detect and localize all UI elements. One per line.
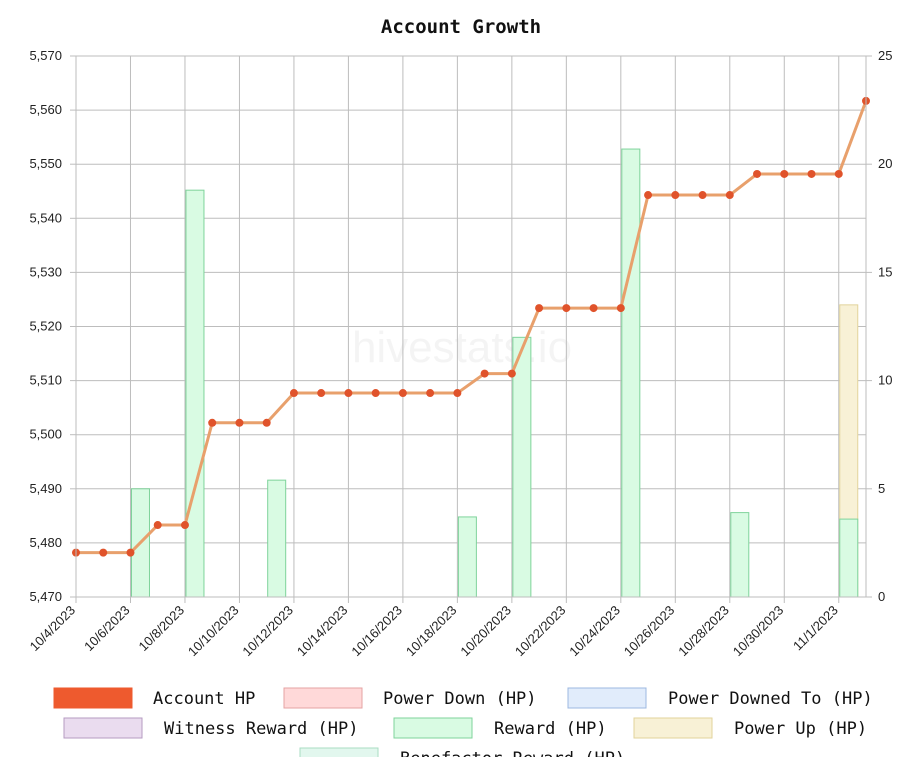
legend[interactable]: Account HP Power Down (HP) Power Downed To…: [53, 687, 873, 762]
bar-series-layer: [130, 148, 859, 598]
account-hp-point: [126, 548, 135, 557]
right-axis-tick-label: 5: [878, 481, 885, 496]
bar-reward-hp: [730, 512, 750, 598]
account-hp-point: [317, 389, 326, 398]
legend-label: Power Down (HP): [383, 689, 537, 709]
left-axis-tick-label: 5,480: [29, 535, 62, 550]
account-hp-point: [180, 521, 189, 530]
account-hp-point: [807, 169, 816, 178]
account-hp-point: [262, 418, 271, 427]
account-hp-point: [589, 304, 598, 313]
x-axis-tick-label: 10/16/2023: [348, 603, 405, 660]
bar-reward-hp: [185, 189, 205, 598]
account-hp-point: [725, 191, 734, 200]
x-axis-tick-label: 10/26/2023: [621, 603, 678, 660]
account-hp-point: [289, 389, 298, 398]
legend-label: Account HP: [153, 689, 255, 709]
legend-label: Power Up (HP): [734, 719, 867, 739]
bar-reward-hp: [267, 479, 287, 598]
x-axis-tick-label: 10/14/2023: [294, 603, 351, 660]
right-axis-tick-label: 10: [878, 373, 892, 388]
bar-reward-hp: [457, 516, 477, 598]
x-axis-tick-label: 10/6/2023: [81, 603, 133, 655]
legend-label: Power Downed To (HP): [668, 689, 873, 709]
account-hp-point: [644, 191, 653, 200]
left-axis-tick-label: 5,490: [29, 481, 62, 496]
account-hp-point: [507, 369, 516, 378]
account-hp-point: [153, 521, 162, 530]
account-hp-point: [698, 191, 707, 200]
account-hp-point: [480, 369, 489, 378]
left-axis-tick-label: 5,570: [29, 48, 62, 63]
bar-reward-hp: [839, 518, 859, 598]
account-hp-point: [398, 389, 407, 398]
x-axis-tick-label: 10/18/2023: [403, 603, 460, 660]
account-hp-point: [453, 389, 462, 398]
legend-swatch: [283, 687, 363, 709]
x-axis-tick-label: 11/1/2023: [790, 603, 841, 654]
x-axis-tick-label: 10/22/2023: [512, 603, 569, 660]
watermark-text: hivestats.io: [352, 323, 572, 372]
account-hp-point: [235, 418, 244, 427]
account-hp-point: [99, 548, 108, 557]
x-axis-tick-label: 10/4/2023: [27, 603, 79, 655]
account-hp-point: [344, 389, 353, 398]
line-series-layer: [72, 96, 870, 557]
left-axis-tick-label: 5,500: [29, 427, 62, 442]
x-axis-tick-label: 10/12/2023: [239, 603, 296, 660]
x-axis-tick-label: 10/20/2023: [457, 603, 514, 660]
legend-swatch: [299, 747, 379, 762]
x-axis-tick-label: 10/28/2023: [675, 603, 732, 660]
left-axis-tick-label: 5,540: [29, 210, 62, 225]
x-axis-tick-label: 10/30/2023: [730, 603, 787, 660]
right-axis-tick-label: 15: [878, 264, 892, 279]
account-hp-point: [834, 169, 843, 178]
right-axis-tick-label: 25: [878, 48, 892, 63]
x-axis-tick-label: 10/24/2023: [566, 603, 623, 660]
left-axis-tick-label: 5,530: [29, 264, 62, 279]
right-axis-tick-label: 20: [878, 156, 892, 171]
account-hp-line: [76, 100, 868, 555]
account-hp-point: [535, 304, 544, 313]
account-hp-point: [562, 304, 571, 313]
left-axis-tick-label: 5,470: [29, 589, 62, 604]
legend-swatch: [393, 717, 473, 739]
legend-swatch: [53, 687, 133, 709]
account-hp-point: [426, 389, 435, 398]
account-hp-point: [371, 389, 380, 398]
account-hp-point: [616, 304, 625, 313]
legend-swatch: [567, 687, 647, 709]
bar-reward-hp: [512, 336, 532, 598]
right-axis-tick-label: 0: [878, 589, 885, 604]
legend-swatch: [633, 717, 713, 739]
legend-label: Witness Reward (HP): [164, 719, 358, 739]
legend-label: Reward (HP): [494, 719, 607, 739]
left-axis-tick-label: 5,560: [29, 102, 62, 117]
account-hp-point: [671, 191, 680, 200]
x-axis-tick-label: 10/8/2023: [136, 603, 188, 655]
legend-label: Benefactor Reward (HP): [400, 749, 625, 757]
bar-reward-hp: [621, 148, 641, 598]
account-hp-point: [208, 418, 217, 427]
left-axis-tick-label: 5,510: [29, 373, 62, 388]
left-axis-tick-label: 5,520: [29, 319, 62, 334]
left-axis-tick-label: 5,550: [29, 156, 62, 171]
chart-title: Account Growth: [381, 16, 541, 38]
x-axis-tick-label: 10/10/2023: [185, 603, 242, 660]
account-hp-point: [753, 169, 762, 178]
account-hp-point: [780, 169, 789, 178]
legend-swatch: [63, 717, 143, 739]
